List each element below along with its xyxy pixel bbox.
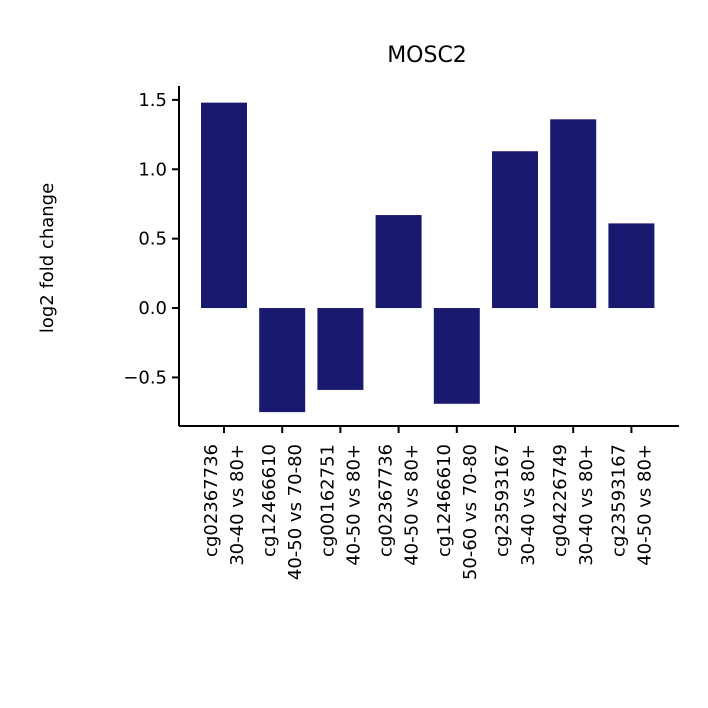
y-tick-label-0: −0.5 bbox=[123, 367, 167, 388]
bar-4 bbox=[433, 308, 480, 404]
x-tick-label-comparison: 50-60 vs 70-80 bbox=[460, 444, 481, 580]
bar-5 bbox=[492, 151, 538, 309]
x-tick-label-4: cg12466610 50-60 vs 70-80 bbox=[434, 444, 481, 580]
x-tick-label-probe: cg23593167 bbox=[492, 444, 513, 557]
y-tick-label-1: 0.0 bbox=[138, 298, 167, 319]
bar-1 bbox=[259, 308, 306, 413]
x-tick-label-comparison: 40-50 vs 80+ bbox=[343, 444, 364, 566]
y-axis-ticks: −0.5 0.0 0.5 1.0 1.5 bbox=[123, 90, 179, 388]
x-tick-label-comparison: 40-50 vs 70-80 bbox=[285, 444, 306, 580]
bar-3 bbox=[375, 215, 422, 309]
x-tick-label-6: cg04226749 30-40 vs 80+ bbox=[550, 444, 597, 566]
x-tick-label-probe: cg12466610 bbox=[259, 444, 280, 557]
x-tick-label-comparison: 40-50 vs 80+ bbox=[402, 444, 423, 566]
x-tick-label-3: cg02367736 40-50 vs 80+ bbox=[376, 444, 423, 566]
y-tick-label-4: 1.5 bbox=[138, 90, 167, 111]
bars-group bbox=[201, 102, 655, 413]
bar-7 bbox=[608, 223, 655, 309]
x-tick-label-1: cg12466610 40-50 vs 70-80 bbox=[259, 444, 306, 580]
y-tick-label-3: 1.0 bbox=[138, 159, 167, 180]
x-tick-label-comparison: 30-40 vs 80+ bbox=[576, 444, 597, 566]
x-tick-label-probe: cg04226749 bbox=[550, 444, 571, 557]
x-tick-label-probe: cg00162751 bbox=[317, 444, 338, 557]
bar-6 bbox=[550, 119, 597, 309]
x-tick-label-comparison: 40-50 vs 80+ bbox=[634, 444, 655, 566]
x-tick-label-comparison: 30-40 vs 80+ bbox=[227, 444, 248, 566]
x-tick-label-probe: cg02367736 bbox=[376, 444, 397, 557]
x-tick-label-probe: cg12466610 bbox=[434, 444, 455, 557]
x-tick-label-5: cg23593167 30-40 vs 80+ bbox=[492, 444, 539, 566]
y-axis-label: log2 fold change bbox=[37, 183, 58, 333]
x-tick-label-comparison: 30-40 vs 80+ bbox=[518, 444, 539, 566]
x-tick-label-2: cg00162751 40-50 vs 80+ bbox=[317, 444, 364, 566]
x-tick-label-7: cg23593167 40-50 vs 80+ bbox=[608, 444, 655, 566]
x-axis-ticks: cg02367736 30-40 vs 80+ cg12466610 40-50 vs… bbox=[201, 426, 655, 580]
y-tick-label-2: 0.5 bbox=[138, 229, 167, 250]
x-tick-label-0: cg02367736 30-40 vs 80+ bbox=[201, 444, 248, 566]
x-tick-label-probe: cg23593167 bbox=[608, 444, 629, 557]
bar-2 bbox=[317, 308, 364, 390]
bar-0 bbox=[201, 102, 247, 309]
chart-title: MOSC2 bbox=[387, 43, 467, 68]
x-tick-label-probe: cg02367736 bbox=[201, 444, 222, 557]
